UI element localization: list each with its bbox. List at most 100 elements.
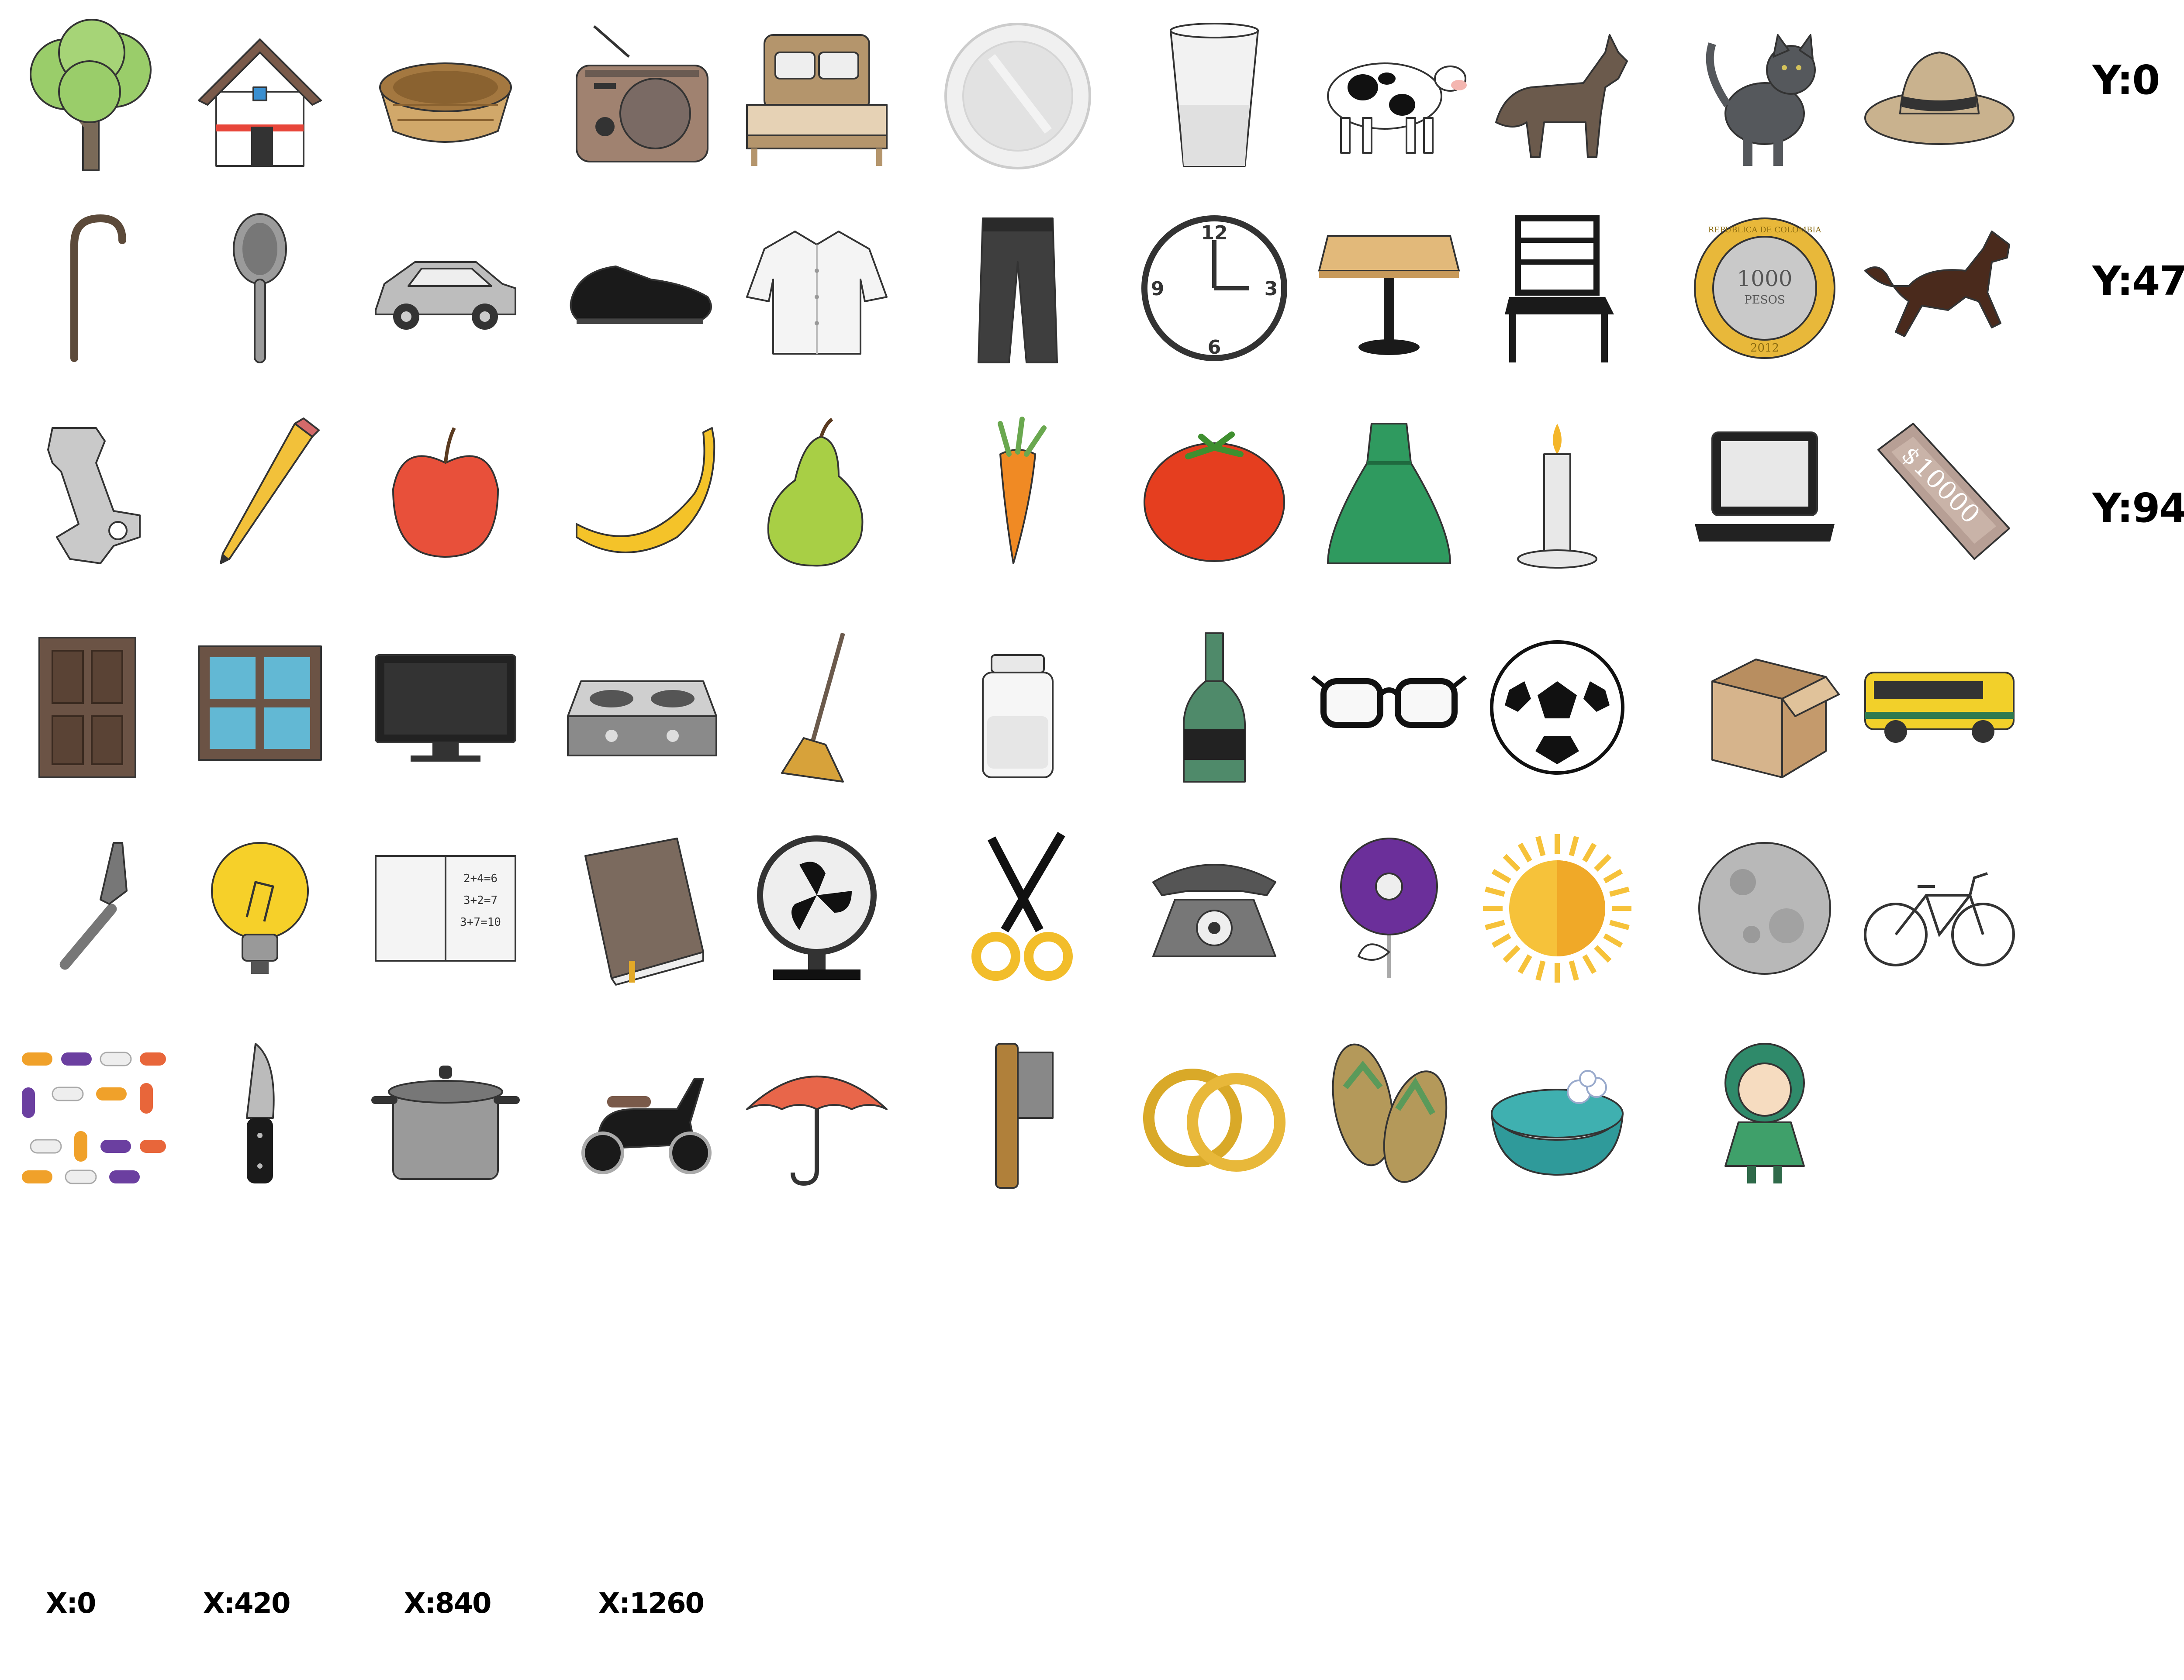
flower-icon [1310, 830, 1468, 987]
laptop-icon [1686, 415, 1843, 572]
svg-text:9: 9 [1151, 278, 1165, 300]
clock-icon: 12 3 6 9 [1136, 210, 1293, 367]
sun-ray [1491, 869, 1511, 883]
jar-icon [939, 629, 1096, 786]
chair-icon [1479, 210, 1636, 367]
window-icon [181, 629, 339, 786]
doll-icon [1686, 1035, 1843, 1192]
svg-text:PESOS: PESOS [1744, 293, 1785, 307]
box-icon [1686, 629, 1843, 786]
pot-icon [367, 1035, 524, 1192]
sun-ray [1609, 887, 1630, 897]
sun-ray [1503, 854, 1521, 872]
x-label-1260: X:1260 [598, 1587, 705, 1620]
table-icon [1310, 210, 1468, 367]
sun-ray [1535, 960, 1546, 981]
sun-ray [1609, 920, 1630, 930]
y-label-940: Y:940 [2092, 485, 2184, 531]
basket-icon [367, 17, 524, 175]
glasses-icon [1310, 629, 1468, 786]
sun-ray [1491, 933, 1511, 948]
door-icon [13, 629, 170, 786]
bus-icon [1861, 629, 2018, 786]
pencil-icon [181, 415, 339, 572]
radio-icon [563, 17, 721, 175]
svg-text:2+4=6: 2+4=6 [463, 872, 498, 885]
shoe-icon [563, 210, 721, 367]
candle-icon [1479, 415, 1636, 572]
cane-icon [13, 210, 170, 367]
scooter-icon [563, 1035, 721, 1192]
dress-icon [1310, 415, 1468, 572]
sun-ray [1582, 954, 1597, 974]
svg-text:3: 3 [1265, 278, 1278, 300]
apple-icon [367, 415, 524, 572]
svg-text:2012: 2012 [1750, 342, 1779, 355]
car-icon [367, 210, 524, 367]
tomato-icon [1136, 415, 1293, 572]
y-label-470: Y:470 [2092, 258, 2184, 304]
x-label-420: X:420 [203, 1587, 291, 1620]
sun-ray [1569, 836, 1579, 856]
bed-icon [738, 17, 895, 175]
sun-ray [1603, 869, 1623, 883]
hat-icon [1861, 17, 2018, 175]
sun-ray [1594, 945, 1612, 963]
svg-text:REPUBLICA DE COLOMBIA: REPUBLICA DE COLOMBIA [1708, 225, 1822, 235]
plate-icon [939, 17, 1096, 175]
horse-icon [1861, 210, 2018, 367]
cat-icon [1686, 17, 1843, 175]
x-label-840: X:840 [404, 1587, 492, 1620]
sun-ray [1517, 954, 1532, 974]
svg-text:1000: 1000 [1737, 266, 1792, 291]
knife-icon [181, 1035, 339, 1192]
moon-icon [1686, 830, 1843, 987]
carrot-icon [939, 415, 1096, 572]
sun-ray [1582, 842, 1597, 862]
cow-icon [1310, 17, 1468, 175]
sun-ray [1569, 960, 1579, 981]
y-label-0: Y:0 [2092, 57, 2160, 103]
television-icon [367, 629, 524, 786]
sun-ray [1594, 854, 1612, 872]
brush-icon [939, 1035, 1096, 1192]
bicycle-icon [1861, 830, 2018, 987]
svg-text:3+7=10: 3+7=10 [460, 916, 501, 929]
stove-icon [563, 629, 721, 786]
scissors-icon [939, 830, 1096, 987]
spoon-icon [181, 210, 339, 367]
wolf-icon [1479, 17, 1636, 175]
sun-ray [1535, 836, 1546, 856]
sun-ray [1503, 945, 1521, 963]
fan-icon [738, 830, 895, 987]
tree-icon [13, 17, 170, 175]
umbrella-icon [738, 1035, 895, 1192]
fork-icon [13, 830, 170, 987]
pants-icon [939, 210, 1096, 367]
sandals-icon [1310, 1035, 1468, 1192]
key-icon [13, 415, 170, 572]
soccer-ball-icon [1479, 629, 1636, 786]
broom-icon [738, 629, 895, 786]
sun-ray [1485, 887, 1505, 897]
banknote-icon: 10000 $ [1861, 415, 2018, 572]
sun-ray [1485, 920, 1505, 930]
banana-icon [563, 415, 721, 572]
sun-ray [1517, 842, 1532, 862]
x-label-0: X:0 [46, 1587, 96, 1620]
light-bulb-icon [181, 830, 339, 987]
rings-icon [1136, 1035, 1293, 1192]
glass-icon [1136, 17, 1293, 175]
coin-icon: 1000 PESOS 2012 REPUBLICA DE COLOMBIA [1686, 210, 1843, 367]
pear-icon [738, 415, 895, 572]
pills-icon [13, 1035, 170, 1192]
house-icon [181, 17, 339, 175]
svg-text:3+2=7: 3+2=7 [463, 894, 498, 907]
shirt-icon [738, 210, 895, 367]
bottle-icon [1136, 629, 1293, 786]
sun-ray [1603, 933, 1623, 948]
svg-text:12: 12 [1201, 222, 1227, 244]
telephone-icon [1136, 830, 1293, 987]
soap-icon [1479, 1035, 1636, 1192]
